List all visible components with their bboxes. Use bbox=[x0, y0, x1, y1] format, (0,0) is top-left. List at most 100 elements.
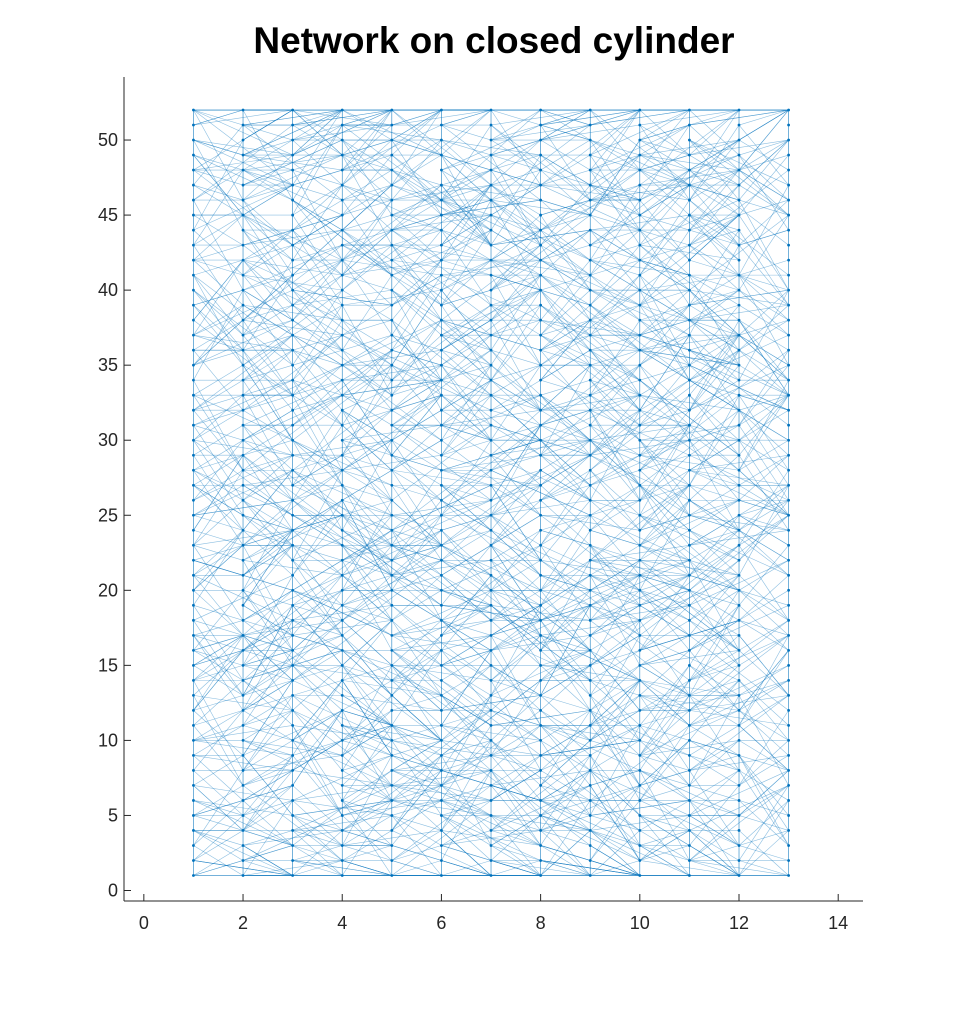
network-edge bbox=[689, 395, 740, 456]
network-edge bbox=[242, 199, 293, 246]
network-edge bbox=[391, 184, 492, 261]
network-edge bbox=[490, 755, 541, 801]
network-edge bbox=[639, 349, 740, 366]
network-edge bbox=[738, 139, 789, 171]
network-edge bbox=[193, 575, 244, 636]
network-edge bbox=[391, 590, 492, 636]
network-node bbox=[638, 468, 642, 472]
network-edge bbox=[292, 349, 343, 411]
network-edge bbox=[738, 499, 789, 516]
network-edge bbox=[540, 590, 591, 651]
network-node bbox=[390, 844, 394, 847]
network-node bbox=[192, 243, 195, 247]
network-edge bbox=[689, 695, 740, 786]
network-edge bbox=[242, 815, 293, 846]
network-edge bbox=[342, 349, 392, 381]
network-node bbox=[737, 153, 741, 157]
network-node bbox=[192, 423, 195, 427]
network-edge bbox=[589, 319, 641, 396]
network-edge bbox=[342, 695, 392, 726]
network-node bbox=[688, 228, 691, 232]
network-edge bbox=[441, 755, 492, 846]
x-tick-label: 2 bbox=[238, 913, 248, 933]
network-edge bbox=[242, 800, 293, 876]
network-edge bbox=[689, 334, 740, 411]
network-node bbox=[489, 453, 493, 457]
network-node bbox=[638, 213, 642, 217]
network-edge bbox=[342, 800, 392, 816]
network-edge bbox=[639, 454, 740, 471]
network-edge bbox=[391, 409, 442, 441]
network-edge bbox=[193, 755, 293, 771]
network-node bbox=[241, 258, 245, 262]
network-edge bbox=[540, 725, 591, 786]
network-edge bbox=[242, 109, 343, 156]
network-node bbox=[737, 648, 741, 652]
network-edge bbox=[391, 109, 442, 156]
network-node bbox=[787, 408, 791, 412]
network-edge bbox=[689, 229, 740, 246]
network-edge bbox=[391, 154, 492, 231]
network-edge bbox=[540, 109, 591, 141]
network-edge bbox=[242, 785, 343, 861]
network-node bbox=[440, 183, 443, 187]
network-edge bbox=[391, 454, 442, 486]
network-edge bbox=[639, 740, 690, 801]
network-edge bbox=[242, 109, 293, 141]
network-edge bbox=[540, 635, 640, 681]
network-edge bbox=[490, 154, 541, 231]
network-edge bbox=[490, 184, 541, 216]
network-edge bbox=[639, 169, 690, 231]
network-edge bbox=[689, 860, 789, 876]
network-node bbox=[291, 363, 295, 367]
network-edge bbox=[639, 214, 690, 276]
network-edge bbox=[441, 575, 492, 606]
network-edge bbox=[639, 199, 690, 261]
network-edge bbox=[193, 409, 244, 441]
network-edge bbox=[292, 605, 343, 651]
network-edge bbox=[391, 485, 442, 561]
network-edge bbox=[689, 635, 789, 711]
network-edge bbox=[342, 650, 392, 666]
network-edge bbox=[490, 665, 541, 696]
network-edge bbox=[689, 349, 789, 426]
network-edge bbox=[193, 695, 244, 786]
network-edge bbox=[441, 439, 541, 516]
network-node bbox=[539, 754, 543, 757]
network-node bbox=[489, 528, 493, 532]
network-edge bbox=[689, 680, 740, 726]
network-edge bbox=[292, 860, 392, 876]
network-edge bbox=[391, 665, 492, 681]
network-edge bbox=[193, 860, 293, 876]
network-edge bbox=[441, 124, 541, 201]
network-edge bbox=[590, 184, 641, 231]
network-edge bbox=[292, 605, 393, 681]
network-edge bbox=[292, 605, 392, 621]
network-edge bbox=[490, 454, 591, 501]
network-edge bbox=[342, 214, 442, 291]
network-node bbox=[539, 198, 543, 202]
network-edge bbox=[391, 349, 442, 396]
network-edge bbox=[689, 620, 740, 651]
network-edge bbox=[490, 575, 591, 651]
network-edge bbox=[292, 755, 343, 816]
network-edge bbox=[391, 530, 442, 561]
network-edge bbox=[391, 605, 492, 681]
network-node bbox=[489, 663, 493, 667]
network-edge bbox=[590, 545, 690, 591]
network-node bbox=[688, 603, 691, 607]
network-node bbox=[241, 543, 245, 547]
network-node bbox=[390, 708, 394, 712]
network-edge bbox=[689, 710, 740, 726]
network-edge bbox=[341, 710, 393, 801]
network-edge bbox=[540, 319, 591, 381]
network-node bbox=[787, 423, 791, 427]
network-edge bbox=[193, 184, 244, 201]
network-edge bbox=[441, 485, 492, 531]
network-edge bbox=[391, 424, 492, 501]
network-edge bbox=[242, 514, 293, 531]
network-edge bbox=[639, 289, 690, 381]
network-edge bbox=[689, 575, 740, 591]
network-edge bbox=[292, 109, 392, 126]
network-edge bbox=[341, 410, 393, 501]
